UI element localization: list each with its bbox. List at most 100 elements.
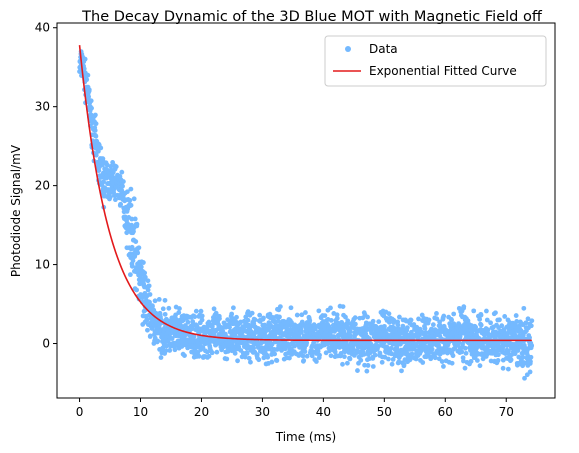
data-point (249, 310, 255, 316)
data-point (382, 323, 387, 329)
data-point (342, 354, 347, 360)
data-point (341, 329, 347, 335)
data-point (162, 311, 168, 317)
data-point (242, 354, 248, 360)
data-point (245, 309, 251, 314)
data-point (185, 319, 191, 325)
data-point (521, 305, 527, 311)
data-point (209, 350, 215, 356)
data-point (128, 202, 134, 208)
data-point (439, 359, 445, 364)
data-point (101, 179, 106, 185)
data-point (93, 133, 99, 139)
data-point (352, 315, 358, 321)
data-point (289, 320, 294, 325)
data-point (95, 148, 101, 154)
data-point (422, 326, 428, 331)
data-point (500, 365, 506, 371)
data-point (129, 244, 135, 250)
data-point (397, 314, 402, 320)
data-point (379, 359, 385, 365)
data-point (213, 310, 219, 316)
data-point (142, 274, 148, 280)
data-point (450, 353, 456, 359)
data-point (131, 196, 137, 202)
data-point (96, 168, 102, 173)
data-point (322, 313, 328, 319)
data-point (386, 356, 391, 362)
data-point (508, 357, 514, 363)
data-point (248, 359, 253, 365)
data-point (420, 360, 426, 365)
fitted-curve-line (78, 45, 532, 342)
data-point (244, 351, 250, 356)
data-point (147, 292, 153, 297)
data-point (274, 358, 280, 363)
data-point (230, 305, 236, 311)
data-point (478, 322, 484, 328)
data-point (361, 351, 367, 357)
data-point (502, 314, 508, 319)
data-point (488, 320, 493, 326)
y-tick-label: 30 (35, 100, 50, 114)
data-point (370, 318, 376, 324)
data-point (118, 201, 124, 207)
data-point (377, 350, 383, 356)
data-point (121, 179, 126, 184)
data-point (345, 318, 351, 324)
data-point (133, 239, 139, 244)
data-point (429, 346, 435, 352)
data-point (409, 351, 415, 357)
data-point (408, 317, 414, 323)
data-point (160, 306, 166, 312)
data-point (347, 356, 353, 362)
data-point (150, 303, 155, 309)
data-point (389, 361, 395, 367)
data-point (211, 306, 217, 312)
data-point (529, 343, 535, 349)
data-point (461, 304, 467, 310)
data-point (235, 358, 240, 364)
data-point (127, 197, 133, 203)
data-point (416, 316, 421, 322)
data-point (355, 368, 360, 373)
data-point (252, 317, 258, 323)
data-point (245, 317, 251, 323)
data-scatter (77, 49, 535, 381)
data-point (192, 314, 198, 320)
data-point (198, 308, 204, 314)
x-tick-label: 20 (194, 405, 209, 419)
data-point (505, 366, 511, 372)
data-point (135, 250, 141, 256)
data-point (477, 316, 483, 322)
data-point (459, 349, 465, 355)
data-point (513, 313, 519, 318)
data-point (525, 316, 531, 322)
data-point (86, 87, 92, 93)
data-point (196, 353, 202, 359)
legend-marker-data (345, 46, 351, 52)
data-point (200, 345, 206, 350)
data-point (343, 314, 348, 320)
data-point (364, 368, 370, 374)
data-point (309, 353, 315, 359)
data-point (152, 298, 158, 304)
data-point (269, 341, 275, 347)
data-point (473, 324, 479, 330)
data-point (89, 105, 94, 111)
data-point (269, 359, 275, 365)
data-point (423, 330, 429, 336)
data-point (301, 358, 307, 363)
data-point (93, 152, 99, 158)
x-tick-label: 10 (133, 405, 148, 419)
data-point (323, 350, 329, 356)
data-point (386, 311, 392, 317)
data-point (98, 145, 104, 151)
data-point (275, 318, 281, 324)
data-point (367, 337, 373, 342)
data-point (430, 322, 436, 328)
data-point (145, 287, 151, 293)
data-point (163, 348, 169, 354)
legend: Data Exponential Fitted Curve (324, 35, 547, 87)
data-point (88, 98, 94, 104)
